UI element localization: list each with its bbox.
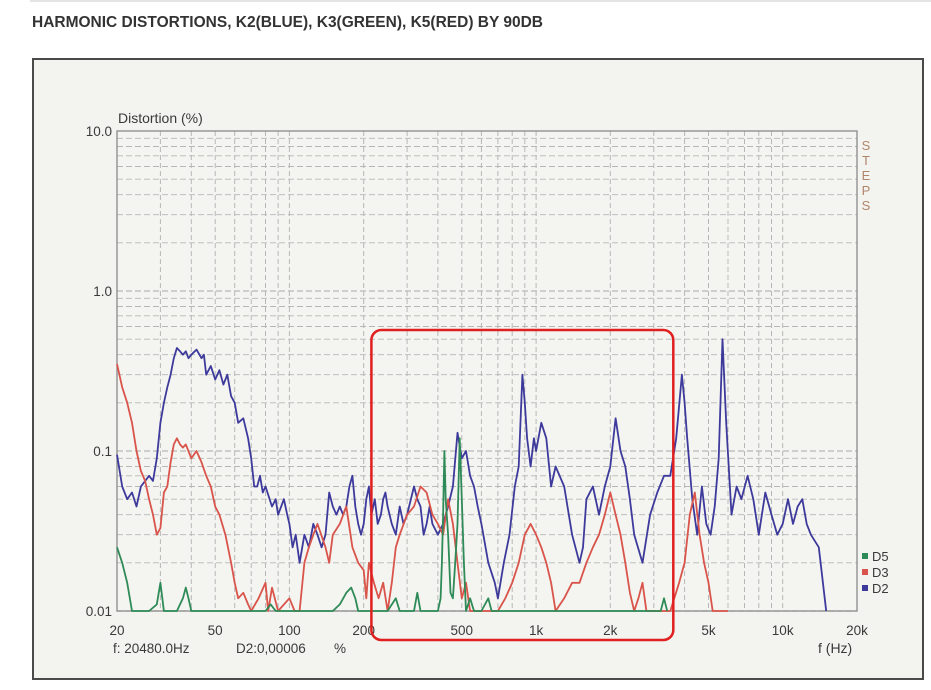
steps-label-char: E [862,168,871,183]
status-unit: % [334,641,346,656]
chart-heading: HARMONIC DISTORTIONS, K2(BLUE), K3(GREEN… [32,14,543,31]
legend-label-d2: D2 [872,581,889,596]
x-tick-label: 500 [451,623,474,638]
steps-label-char: T [862,153,870,168]
series-layer [116,338,828,612]
x-tick-label: 5k [701,623,716,638]
status-value: D2:0,00006 [236,641,306,656]
x-tick-label: 20k [846,623,868,638]
x-tick-label: 200 [352,623,375,638]
series-line-d2 [116,338,828,612]
y-tick-label: 10.0 [86,124,112,139]
y-tick-label: 1.0 [93,284,112,299]
legend-swatch-d5 [862,553,868,559]
highlight-box [370,328,675,642]
status-frequency: f: 20480.0Hz [113,641,190,656]
legend-label-d3: D3 [872,565,889,580]
grid [116,131,858,612]
x-tick-label: 100 [278,623,301,638]
top-divider [30,0,931,2]
y-tick-label: 0.1 [93,444,112,459]
series-line-d3 [116,363,728,612]
steps-label-char: S [862,198,871,213]
legend-label-d5: D5 [872,549,889,564]
y-tick-label: 0.01 [86,604,112,619]
steps-label-char: P [862,183,871,198]
x-tick-label: 1k [529,623,544,638]
x-axis-label: f (Hz) [818,640,852,656]
legend-swatch-d3 [862,569,868,575]
x-tick-label: 10k [772,623,794,638]
legend-swatch-d2 [862,585,868,591]
x-tick-label: 2k [603,623,618,638]
steps-label-char: S [862,138,871,153]
series-line-d5 [116,437,669,612]
x-tick-label: 20 [109,623,124,638]
plot-area [117,131,857,611]
y-axis-label: Distortion (%) [118,110,203,126]
x-tick-label: 50 [208,623,223,638]
